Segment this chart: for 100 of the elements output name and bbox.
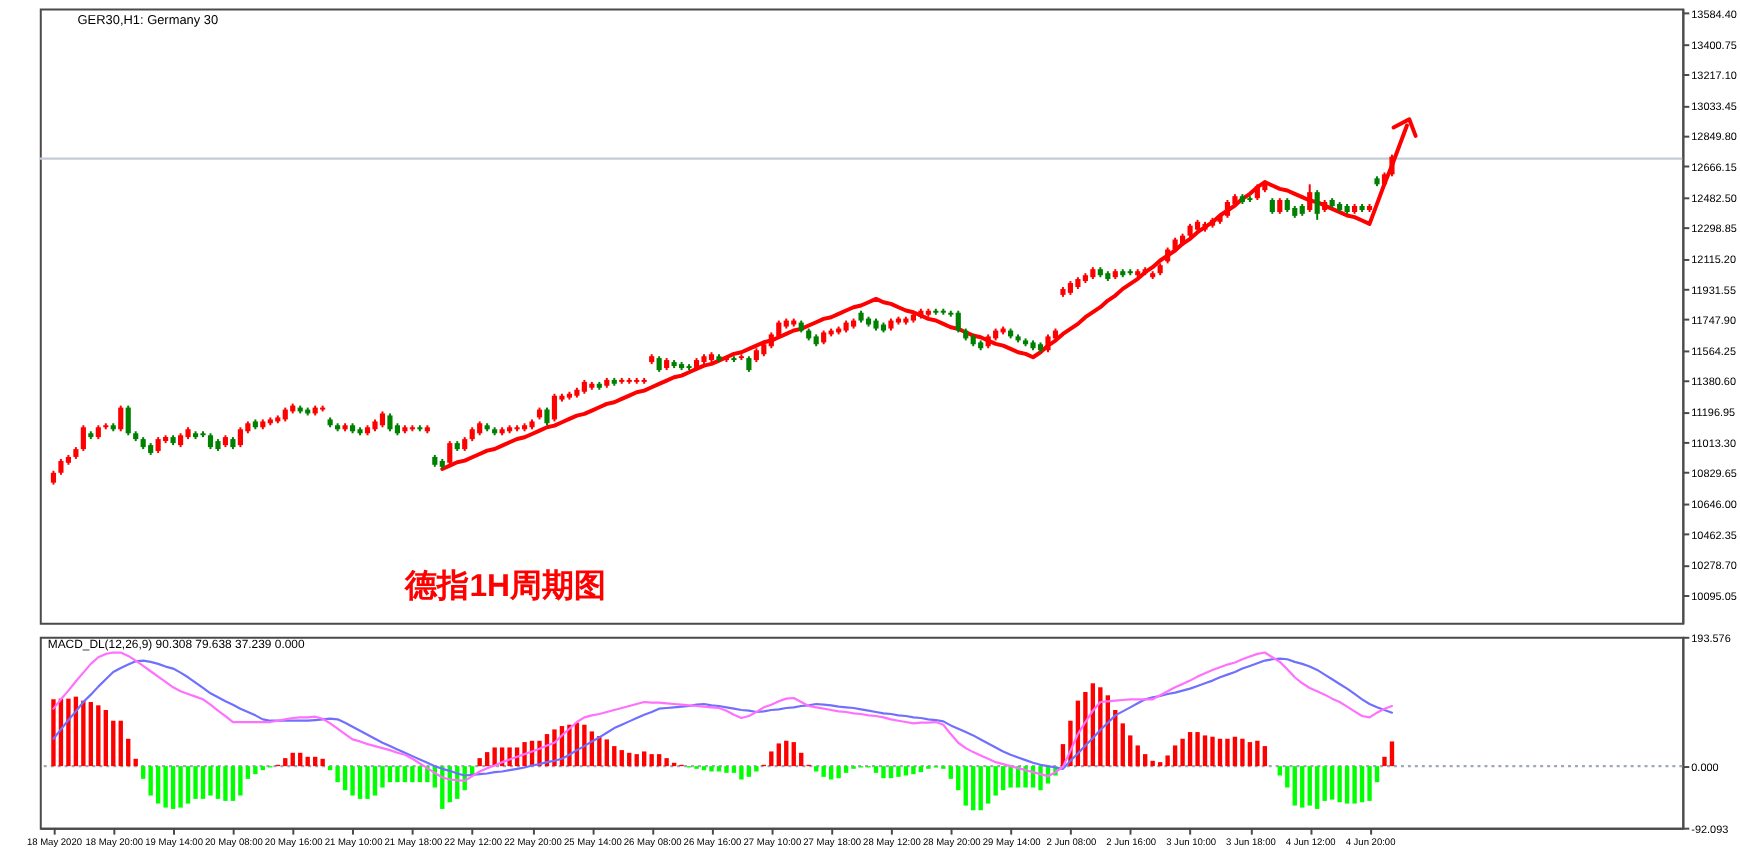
candlestick: [447, 440, 453, 466]
bar: [208, 766, 213, 796]
candlestick: [551, 392, 558, 423]
bar: [978, 766, 983, 811]
bar: [709, 766, 714, 772]
bar: [178, 766, 183, 808]
bar: [522, 742, 527, 767]
bar: [185, 766, 191, 804]
bar: [731, 766, 737, 773]
candlestick: [1314, 189, 1320, 221]
bar: [1135, 745, 1140, 767]
bar: [873, 766, 879, 773]
bar: [193, 766, 198, 799]
bar: [417, 766, 423, 783]
bar: [380, 766, 385, 788]
bar: [163, 766, 168, 808]
bar: [88, 702, 94, 767]
bar: [656, 754, 662, 767]
bar: [1367, 766, 1372, 801]
bar: [372, 766, 378, 796]
bar: [1240, 738, 1245, 767]
bar: [1389, 741, 1395, 767]
candlestick: [1307, 183, 1313, 213]
bar: [253, 766, 258, 775]
bar: [215, 766, 221, 799]
candlestick: [125, 404, 131, 437]
bar: [1262, 746, 1268, 767]
bar: [739, 766, 744, 780]
bar: [357, 766, 363, 799]
bar: [1352, 766, 1357, 804]
bar: [642, 751, 647, 767]
bar: [118, 720, 123, 767]
bar: [881, 766, 886, 779]
bar: [1172, 745, 1178, 767]
bar: [582, 724, 587, 767]
bar: [1225, 738, 1230, 767]
bar: [1083, 691, 1088, 767]
bar: [320, 758, 325, 767]
bar: [1285, 766, 1290, 788]
bar: [993, 766, 998, 796]
bar: [1038, 766, 1043, 791]
bar: [619, 750, 624, 767]
bar: [96, 705, 101, 767]
bar: [776, 743, 781, 767]
bar: [791, 742, 796, 767]
bar: [1000, 766, 1006, 791]
bar: [387, 766, 393, 783]
bar: [155, 766, 161, 804]
bar: [903, 766, 909, 776]
bar: [484, 752, 490, 767]
bar: [1255, 740, 1260, 767]
bar: [754, 766, 759, 772]
bar: [1120, 723, 1125, 767]
bar: [1232, 736, 1238, 767]
bar: [1008, 766, 1013, 788]
bar: [1187, 732, 1193, 767]
bar: [283, 758, 288, 767]
bar: [1202, 735, 1208, 767]
bar: [238, 766, 243, 796]
bar: [1217, 738, 1223, 767]
bar: [290, 752, 295, 767]
bar: [784, 740, 789, 767]
bar: [1329, 766, 1335, 800]
bar: [1150, 760, 1155, 767]
candlestick: [955, 309, 961, 334]
bar: [1210, 736, 1215, 767]
candlestick: [118, 404, 124, 433]
bar: [477, 758, 482, 767]
bar: [888, 766, 894, 779]
bar: [724, 766, 729, 773]
bar: [200, 766, 206, 799]
bar: [51, 699, 56, 767]
bar: [395, 766, 400, 783]
bar: [492, 747, 497, 767]
bar: [1337, 766, 1342, 803]
bar: [649, 754, 654, 767]
bar: [836, 766, 841, 779]
bar: [896, 766, 901, 777]
bar: [298, 752, 303, 767]
annotation: 德指1H周期图: [403, 567, 607, 604]
bar: [821, 766, 826, 777]
bar: [604, 739, 609, 767]
bar: [66, 698, 71, 767]
bar: [1098, 687, 1103, 767]
bar: [81, 700, 86, 767]
bar: [746, 766, 752, 777]
bar: [230, 766, 236, 801]
bar: [769, 751, 774, 767]
bar: [410, 766, 415, 783]
bar: [1247, 742, 1253, 767]
bar: [1180, 738, 1185, 767]
bar: [971, 766, 976, 811]
bar: [963, 766, 968, 806]
bar: [350, 766, 355, 796]
bar: [1359, 766, 1365, 803]
candlestick: [1389, 153, 1395, 178]
bar: [627, 752, 632, 767]
candlestick: [237, 426, 243, 449]
bar: [1307, 766, 1312, 806]
bar: [170, 766, 176, 809]
